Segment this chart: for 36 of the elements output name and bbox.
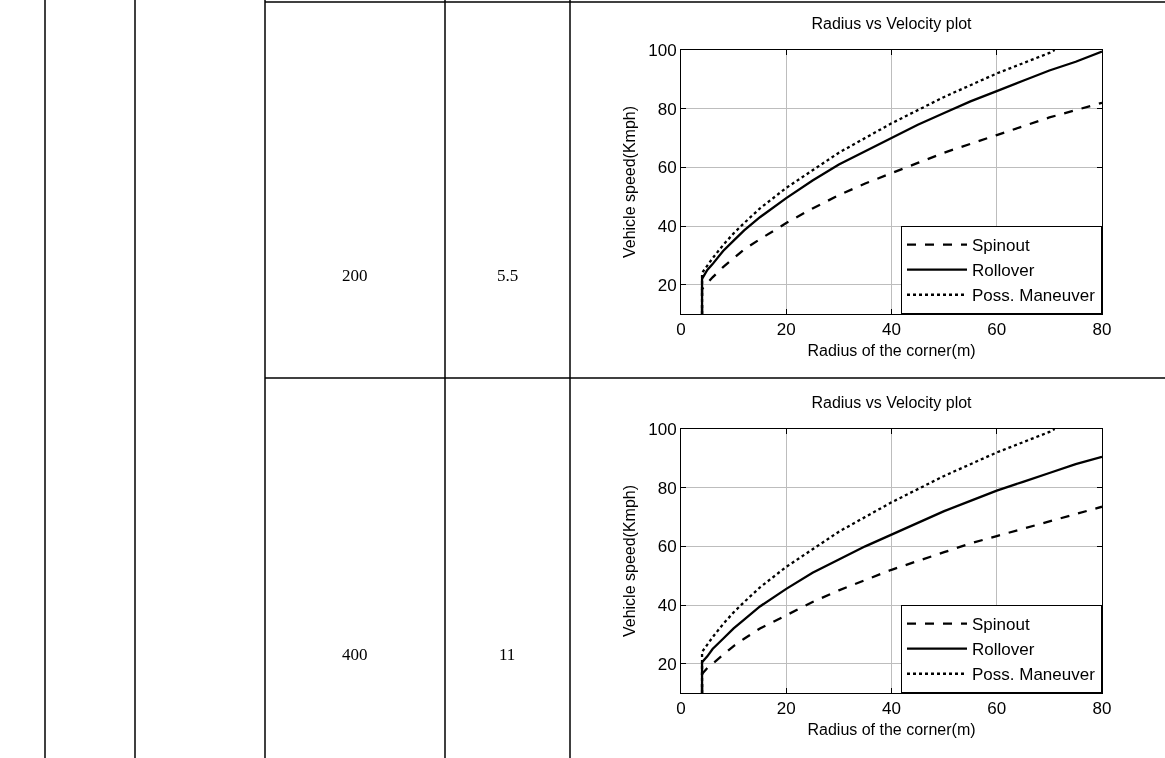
legend-label: Rollover [972, 261, 1035, 281]
legend-label: Spinout [972, 615, 1030, 635]
y-tick-label: 100 [648, 419, 677, 439]
text: 11 [499, 645, 516, 664]
x-tick-label: 0 [676, 320, 686, 340]
y-tick-label: 100 [648, 40, 677, 60]
x-tick-label: 60 [987, 320, 1007, 340]
y-tick-label: 60 [657, 158, 677, 178]
text: 5.5 [497, 266, 519, 285]
x-tick-label: 80 [1092, 699, 1112, 719]
y-tick-label: 40 [657, 595, 677, 615]
x-tick-label: 40 [882, 320, 901, 340]
chart-title: Radius vs Velocity plot [811, 14, 973, 32]
x-tick-label: 80 [1092, 320, 1112, 340]
legend-label: Rollover [972, 640, 1035, 660]
y-tick-label: 40 [657, 216, 677, 236]
x-axis-title: Radius of the corner(m) [807, 342, 976, 360]
y-tick-label: 60 [657, 537, 677, 557]
legend-label: Poss. Maneuver [972, 286, 1096, 306]
text: 400 [342, 645, 368, 664]
y-tick-label: 80 [657, 99, 677, 119]
y-tick-label: 80 [657, 478, 677, 498]
x-tick-label: 20 [776, 320, 796, 340]
y-tick-label: 20 [657, 654, 677, 674]
x-tick-label: 60 [987, 699, 1007, 719]
y-axis-title: Vehicle speed(Kmph) [621, 105, 639, 259]
y-axis-title: Vehicle speed(Kmph) [621, 484, 639, 638]
legend-label: Poss. Maneuver [972, 665, 1096, 685]
x-tick-label: 20 [776, 699, 796, 719]
text: 200 [342, 266, 368, 285]
legend-label: Spinout [972, 236, 1030, 256]
x-tick-label: 40 [882, 699, 901, 719]
chart-title: Radius vs Velocity plot [811, 393, 973, 411]
y-tick-label: 20 [657, 275, 677, 295]
x-axis-title: Radius of the corner(m) [807, 721, 976, 739]
x-tick-label: 0 [676, 699, 686, 719]
